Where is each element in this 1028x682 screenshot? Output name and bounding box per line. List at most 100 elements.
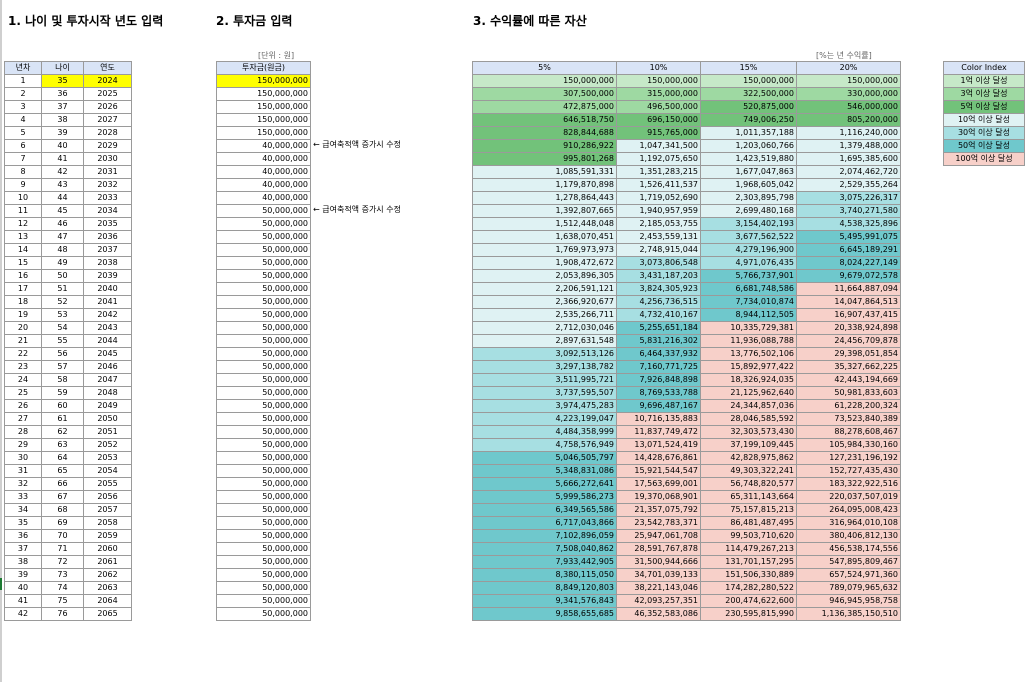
investment-cell[interactable]: 50,000,000 [216, 464, 311, 478]
year-index-cell: 37 [4, 542, 42, 556]
age-cell[interactable]: 35 [41, 74, 84, 88]
investment-cell[interactable]: 150,000,000 [216, 126, 311, 140]
asset-cell: 16,907,437,415 [796, 308, 901, 322]
asset-cell: 21,125,962,640 [700, 386, 797, 400]
investment-cell[interactable]: 50,000,000 [216, 425, 311, 439]
year-index-cell: 30 [4, 451, 42, 465]
table-row: 41 75 2064 [4, 594, 132, 608]
legend-row: 3억 이상 달성 [943, 87, 1025, 101]
table-row: 150,000,000 [216, 100, 311, 114]
investment-cell[interactable]: 50,000,000 [216, 243, 311, 257]
table-row: 50,000,000 [216, 295, 311, 309]
investment-cell[interactable]: 50,000,000 [216, 529, 311, 543]
asset-cell: 8,849,120,803 [472, 581, 617, 595]
investment-cell[interactable]: 150,000,000 [216, 113, 311, 127]
investment-cell[interactable]: 50,000,000 [216, 373, 311, 387]
table-row: 50,000,000 [216, 477, 311, 491]
investment-cell[interactable]: 50,000,000 [216, 230, 311, 244]
asset-cell: 19,370,068,901 [616, 490, 701, 504]
asset-cell: 1,278,864,443 [472, 191, 617, 205]
table-row: 50,000,000 [216, 503, 311, 517]
investment-table: 투자금(원금) 150,000,000 150,000,000 150,000,00… [216, 61, 311, 621]
age-cell: 53 [41, 308, 84, 322]
investment-cell[interactable]: 50,000,000 [216, 516, 311, 530]
calendar-year-cell: 2026 [83, 100, 132, 114]
asset-cell: 1,379,488,000 [796, 139, 901, 153]
investment-cell[interactable]: 50,000,000 [216, 204, 311, 218]
table-row: 6,717,043,866 23,542,783,371 86,481,487,49… [472, 516, 901, 530]
age-cell: 72 [41, 555, 84, 569]
calendar-year-cell: 2033 [83, 191, 132, 205]
investment-cell[interactable]: 40,000,000 [216, 178, 311, 192]
asset-cell: 200,474,622,600 [700, 594, 797, 608]
calendar-year-cell: 2038 [83, 256, 132, 270]
asset-cell: 75,157,815,213 [700, 503, 797, 517]
asset-cell: 1,677,047,863 [700, 165, 797, 179]
investment-cell[interactable]: 50,000,000 [216, 451, 311, 465]
asset-cell: 9,341,576,843 [472, 594, 617, 608]
age-cell: 48 [41, 243, 84, 257]
year-index-cell: 42 [4, 607, 42, 621]
investment-cell[interactable]: 50,000,000 [216, 438, 311, 452]
asset-cell: 220,037,507,019 [796, 490, 901, 504]
asset-cell: 1,968,605,042 [700, 178, 797, 192]
year-index-cell: 14 [4, 243, 42, 257]
asset-cell: 13,776,502,106 [700, 347, 797, 361]
investment-cell[interactable]: 50,000,000 [216, 295, 311, 309]
investment-cell[interactable]: 150,000,000 [216, 74, 311, 88]
investment-cell[interactable]: 40,000,000 [216, 139, 311, 153]
investment-cell[interactable]: 50,000,000 [216, 568, 311, 582]
investment-cell[interactable]: 50,000,000 [216, 607, 311, 621]
year-index-cell: 39 [4, 568, 42, 582]
asset-cell: 8,944,112,505 [700, 308, 797, 322]
legend-item: 3억 이상 달성 [943, 87, 1025, 101]
age-table-header: 연도 [83, 61, 132, 75]
asset-cell: 910,286,922 [472, 139, 617, 153]
asset-cell: 1,695,385,600 [796, 152, 901, 166]
asset-cell: 264,095,008,423 [796, 503, 901, 517]
year-index-cell: 12 [4, 217, 42, 231]
investment-cell[interactable]: 50,000,000 [216, 334, 311, 348]
year-index-cell: 13 [4, 230, 42, 244]
asset-cell: 828,844,688 [472, 126, 617, 140]
investment-cell[interactable]: 40,000,000 [216, 191, 311, 205]
investment-cell[interactable]: 50,000,000 [216, 269, 311, 283]
asset-cell: 56,748,820,577 [700, 477, 797, 491]
asset-cell: 2,303,895,798 [700, 191, 797, 205]
investment-cell[interactable]: 50,000,000 [216, 581, 311, 595]
investment-cell[interactable]: 50,000,000 [216, 555, 311, 569]
asset-cell: 11,837,749,472 [616, 425, 701, 439]
table-row: 50,000,000 [216, 542, 311, 556]
investment-cell[interactable]: 50,000,000 [216, 217, 311, 231]
investment-cell[interactable]: 150,000,000 [216, 100, 311, 114]
investment-cell[interactable]: 50,000,000 [216, 308, 311, 322]
investment-cell[interactable]: 150,000,000 [216, 87, 311, 101]
investment-cell[interactable]: 50,000,000 [216, 490, 311, 504]
table-row: 50,000,000 [216, 529, 311, 543]
investment-cell[interactable]: 50,000,000 [216, 282, 311, 296]
investment-cell[interactable]: 50,000,000 [216, 321, 311, 335]
investment-cell[interactable]: 40,000,000 [216, 152, 311, 166]
investment-cell[interactable]: 50,000,000 [216, 503, 311, 517]
age-cell: 45 [41, 204, 84, 218]
calendar-year-cell: 2046 [83, 360, 132, 374]
investment-cell[interactable]: 40,000,000 [216, 165, 311, 179]
asset-cell: 1,719,052,690 [616, 191, 701, 205]
asset-cell: 646,518,750 [472, 113, 617, 127]
table-row: 5,046,505,797 14,428,676,861 42,828,975,86… [472, 451, 901, 465]
investment-cell[interactable]: 50,000,000 [216, 256, 311, 270]
investment-cell[interactable]: 50,000,000 [216, 386, 311, 400]
legend-item: 10억 이상 달성 [943, 113, 1025, 127]
rate-header: 20% [796, 61, 901, 75]
investment-cell[interactable]: 50,000,000 [216, 477, 311, 491]
investment-cell[interactable]: 50,000,000 [216, 399, 311, 413]
investment-cell[interactable]: 50,000,000 [216, 594, 311, 608]
investment-cell[interactable]: 50,000,000 [216, 412, 311, 426]
investment-cell[interactable]: 50,000,000 [216, 360, 311, 374]
investment-cell[interactable]: 50,000,000 [216, 542, 311, 556]
calendar-year-cell[interactable]: 2024 [83, 74, 132, 88]
asset-cell: 15,921,544,547 [616, 464, 701, 478]
investment-cell[interactable]: 50,000,000 [216, 347, 311, 361]
table-row: 50,000,000 [216, 490, 311, 504]
table-row: 26 60 2049 [4, 399, 132, 413]
